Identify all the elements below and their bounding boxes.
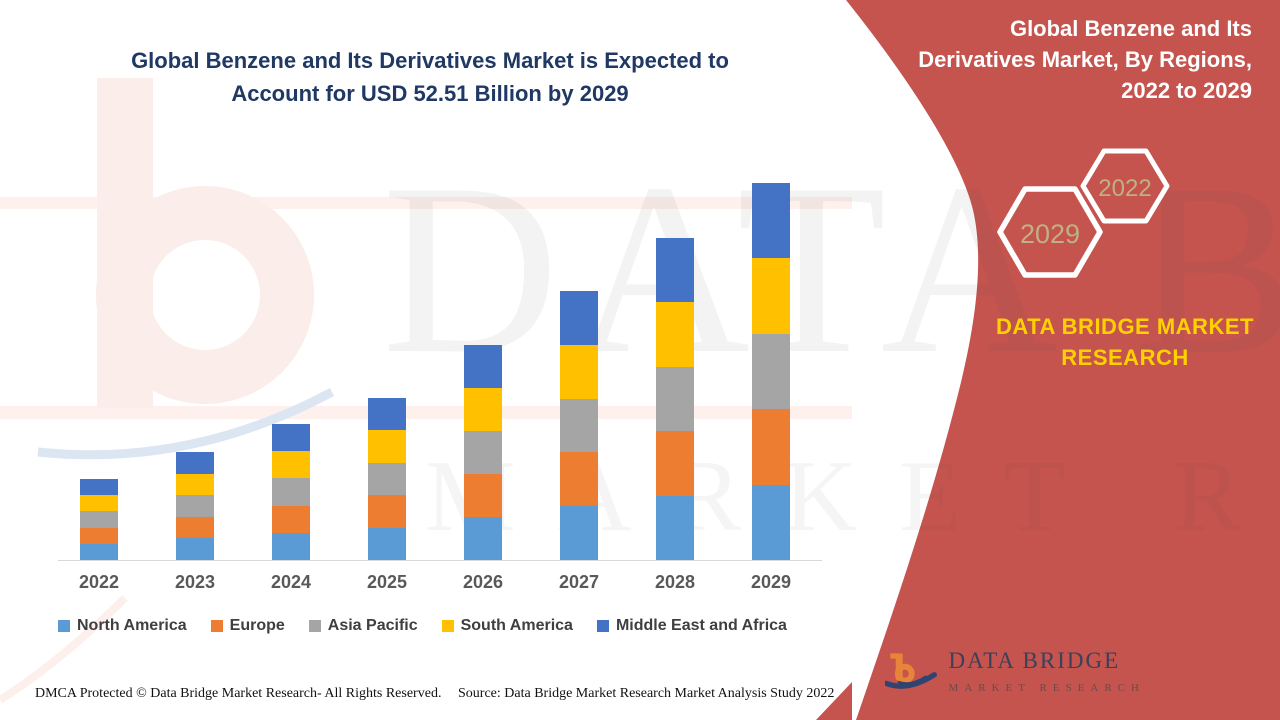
brand-name-line-2: RESEARCH	[1061, 345, 1189, 370]
bar-segment-2022-middle-east-and-africa	[80, 478, 118, 496]
bar-segment-2027-south-america	[560, 344, 598, 399]
bar-segment-2024-middle-east-and-africa	[272, 423, 310, 452]
x-axis-label-2027: 2027	[558, 572, 600, 592]
b-logo-watermark	[96, 78, 314, 408]
legend-swatch-icon	[58, 620, 70, 632]
legend-label: Europe	[229, 617, 285, 634]
dmca-notice: DMCA Protected © Data Bridge Market Rese…	[35, 686, 442, 701]
x-axis-label-2028: 2028	[654, 572, 696, 592]
legend-label: Middle East and Africa	[615, 617, 787, 634]
bar-segment-2023-asia-pacific	[176, 495, 214, 517]
panel-title-line-1: Global Benzene and Its	[1009, 16, 1252, 41]
legend-item-europe: Europe	[210, 617, 285, 635]
bar-segment-2028-south-america	[656, 302, 694, 367]
bar-segment-2025-europe	[368, 495, 406, 528]
legend-label: Asia Pacific	[327, 617, 418, 634]
hexagon-2022: 2022	[1080, 148, 1170, 224]
hexagon-2022-label: 2022	[1098, 175, 1151, 202]
bar-segment-2027-north-america	[560, 506, 598, 560]
bar-segment-2023-middle-east-and-africa	[176, 451, 214, 474]
bar-segment-2023-south-america	[176, 473, 214, 496]
bar-segment-2028-north-america	[656, 495, 694, 560]
bar-segment-2024-europe	[272, 505, 310, 533]
legend-item-south-america: South America	[441, 617, 573, 635]
bar-segment-2025-middle-east-and-africa	[368, 398, 406, 431]
legend-item-north-america: North America	[58, 617, 187, 635]
bar-segment-2022-europe	[80, 527, 118, 544]
bar-segment-2025-north-america	[368, 527, 406, 560]
bar-segment-2022-south-america	[80, 495, 118, 512]
brand-name-line-1: DATA BRIDGE MARKET	[996, 314, 1254, 339]
bar-segment-2026-europe	[464, 473, 502, 517]
legend-label: North America	[77, 617, 187, 634]
pink-band-mid	[0, 406, 852, 419]
legend-item-asia-pacific: Asia Pacific	[308, 617, 418, 635]
bar-segment-2029-europe	[752, 409, 790, 485]
bar-segment-2028-asia-pacific	[656, 366, 694, 432]
chart-title: Global Benzene and Its Derivatives Marke…	[70, 44, 790, 110]
bar-segment-2027-asia-pacific	[560, 398, 598, 453]
blue-swoosh-watermark	[37, 388, 335, 460]
legend-swatch-icon	[210, 620, 223, 632]
panel-title-line-2: Derivatives Market, By Regions,	[918, 47, 1252, 72]
bar-segment-2029-north-america	[752, 484, 790, 560]
x-axis-label-2025: 2025	[366, 572, 408, 592]
bar-segment-2026-south-america	[464, 387, 502, 431]
bar-segment-2024-north-america	[272, 532, 310, 560]
chart-legend: North America Europe Asia Pacific South Ame…	[58, 617, 848, 635]
brand-name: DATA BRIDGE MARKET RESEARCH	[990, 311, 1260, 373]
hexagon-2029-label: 2029	[1020, 219, 1080, 249]
x-axis-label-2024: 2024	[270, 572, 312, 592]
bar-segment-2028-middle-east-and-africa	[656, 237, 694, 303]
source-note: Source: Data Bridge Market Research Mark…	[458, 686, 835, 701]
bar-segment-2025-south-america	[368, 430, 406, 463]
bar-segment-2025-asia-pacific	[368, 462, 406, 496]
legend-swatch-icon	[441, 620, 454, 632]
pink-swoosh-bottom-left	[0, 595, 128, 704]
logo-title: DATA BRIDGE	[948, 648, 1145, 678]
data-bridge-logo-icon	[885, 653, 937, 689]
red-panel-shape	[846, 0, 1280, 720]
bar-segment-2028-europe	[656, 431, 694, 496]
bar-segment-2026-asia-pacific	[464, 430, 502, 474]
bar-segment-2024-south-america	[272, 451, 310, 479]
x-axis-label-2022: 2022	[78, 572, 120, 592]
bar-segment-2027-europe	[560, 452, 598, 507]
logo-subtitle: MARKET RESEARCH	[948, 682, 1145, 694]
bar-segment-2029-south-america	[752, 258, 790, 334]
bar-segment-2022-asia-pacific	[80, 511, 118, 528]
bar-segment-2023-north-america	[176, 538, 214, 560]
bar-segment-2026-north-america	[464, 516, 502, 560]
x-axis-label-2026: 2026	[462, 572, 504, 592]
bar-segment-2022-north-america	[80, 543, 118, 560]
chart-title-line-1: Global Benzene and Its Derivatives Marke…	[131, 48, 729, 73]
data-bridge-logo: DATA BRIDGE MARKET RESEARCH	[885, 628, 1145, 714]
chart-title-line-2: Account for USD 52.51 Billion by 2029	[231, 81, 629, 106]
bar-segment-2029-asia-pacific	[752, 333, 790, 410]
legend-label: South America	[460, 617, 573, 634]
panel-title: Global Benzene and Its Derivatives Marke…	[878, 13, 1252, 106]
x-axis-label-2029: 2029	[750, 572, 792, 592]
hexagon-2029: 2029	[997, 186, 1103, 278]
x-axis-label-2023: 2023	[174, 572, 216, 592]
x-axis-line	[58, 560, 822, 561]
bar-segment-2023-europe	[176, 516, 214, 539]
panel-title-line-3: 2022 to 2029	[1121, 78, 1252, 103]
legend-swatch-icon	[596, 620, 609, 632]
bar-segment-2026-middle-east-and-africa	[464, 344, 502, 388]
legend-item-middle-east-and-africa: Middle East and Africa	[596, 617, 787, 635]
red-corner-triangle	[816, 682, 852, 720]
bar-segment-2027-middle-east-and-africa	[560, 291, 598, 345]
legend-swatch-icon	[308, 620, 321, 632]
bar-segment-2029-middle-east-and-africa	[752, 183, 790, 259]
bar-segment-2024-asia-pacific	[272, 478, 310, 506]
